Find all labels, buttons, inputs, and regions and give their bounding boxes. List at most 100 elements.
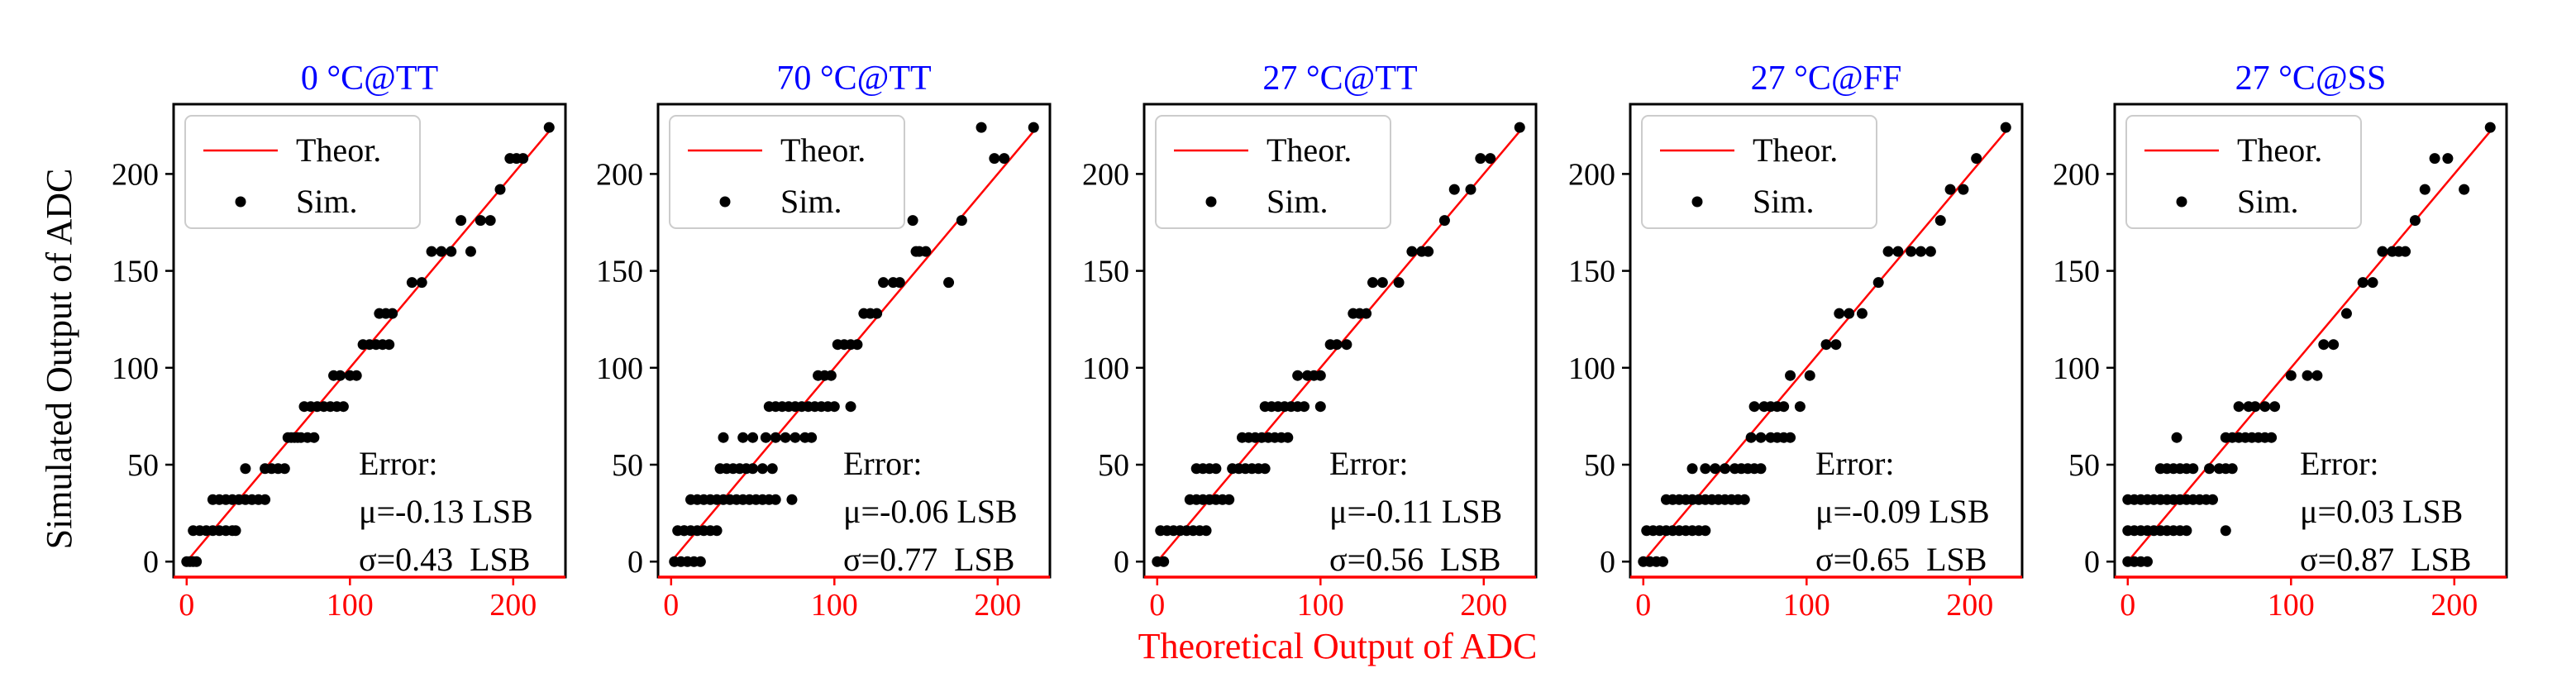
y-tick-label: 50 <box>127 448 159 483</box>
sim-points <box>669 122 1039 567</box>
x-tick-label: 0 <box>1149 588 1165 623</box>
sim-point <box>2400 246 2411 257</box>
y-tick-label: 100 <box>596 351 643 386</box>
legend: Theor. Sim. <box>1641 115 1877 229</box>
sim-point <box>2429 153 2440 165</box>
legend-label: Theor. <box>2237 131 2322 169</box>
sim-point <box>2181 525 2192 537</box>
legend-label: Sim. <box>780 183 842 220</box>
sim-point <box>416 277 427 289</box>
sim-point <box>828 401 840 413</box>
sim-point <box>1748 401 1760 413</box>
sim-point <box>1892 246 1904 257</box>
sim-point <box>387 308 398 319</box>
panel-title: 27 °C@SS <box>2235 60 2387 98</box>
panel-title: 27 °C@FF <box>1751 60 1902 98</box>
sim-point <box>789 432 801 443</box>
sim-point <box>2409 215 2421 227</box>
panel-3: 27 °C@TT 0 50 100 150 200 0 100 200 Theor. Sim. Err… <box>1082 60 1538 623</box>
panel-1: 0 °C@TT 0 50 100 150 200 0 100 200 Theor. Sim. Erro… <box>112 60 567 623</box>
x-tick-label: 100 <box>327 588 374 623</box>
sim-point <box>2357 277 2368 289</box>
sim-point <box>1844 308 1855 319</box>
legend-point-swatch <box>1691 196 1703 208</box>
sim-point <box>2302 370 2313 381</box>
error-annotation: σ=0.65 LSB <box>1815 541 1987 578</box>
sim-point <box>760 432 771 443</box>
sim-point <box>1971 153 1982 165</box>
sim-point <box>2340 308 2352 319</box>
sim-point <box>1830 339 1842 351</box>
legend-label: Theor. <box>1753 131 1838 169</box>
y-tick-label: 200 <box>2053 157 2100 192</box>
error-annotation: Error: <box>843 445 923 482</box>
sim-point <box>679 525 690 537</box>
sim-point <box>1834 308 1845 319</box>
sim-point <box>1514 122 1525 133</box>
sim-point <box>1720 463 1731 475</box>
y-tick-label: 150 <box>2053 255 2100 289</box>
y-tick-label: 200 <box>596 157 643 192</box>
sim-point <box>907 215 918 227</box>
y-tick-label: 0 <box>1600 545 1615 580</box>
panel-title: 0 °C@TT <box>301 60 438 98</box>
sim-point <box>191 556 203 567</box>
y-tick-label: 50 <box>612 448 643 483</box>
y-tick-label: 0 <box>1114 545 1129 580</box>
sim-point <box>1872 277 1884 289</box>
y-axis-label: Simulated Output of ADC <box>39 169 79 550</box>
sim-point <box>770 494 781 505</box>
y-tick-label: 150 <box>112 255 159 289</box>
sim-point <box>1361 308 1372 319</box>
sim-point <box>737 432 749 443</box>
legend: Theor. Sim. <box>1155 115 1391 229</box>
sim-point <box>337 401 349 413</box>
x-tick-label: 100 <box>2268 588 2315 623</box>
sim-point <box>351 370 362 381</box>
y-tick-label: 50 <box>1584 448 1615 483</box>
sim-point <box>845 401 856 413</box>
chart-panels: 0 °C@TT 0 50 100 150 200 0 100 200 Theor. Sim. Erro… <box>112 60 2508 623</box>
error-annotation: μ=-0.06 LSB <box>843 493 1018 530</box>
y-tick-label: 200 <box>1082 157 1129 192</box>
sim-point <box>465 246 476 257</box>
sim-point <box>711 525 723 537</box>
x-tick-label: 100 <box>1297 588 1344 623</box>
sim-point <box>1299 401 1310 413</box>
sim-point <box>240 463 251 475</box>
sim-point <box>2233 401 2244 413</box>
sim-point <box>1331 339 1343 351</box>
sim-point <box>718 432 729 443</box>
error-annotation: σ=0.87 LSB <box>2300 541 2471 578</box>
sim-point <box>2226 463 2238 475</box>
sim-point <box>446 246 457 257</box>
sim-point <box>1804 370 1815 381</box>
panel-2: 70 °C@TT 0 50 100 150 200 0 100 200 Theor. Sim. Err… <box>596 60 1052 623</box>
error-annotation: Error: <box>1815 445 1895 482</box>
x-tick-label: 0 <box>2120 588 2135 623</box>
legend-point-swatch <box>235 196 246 208</box>
sim-point <box>780 432 791 443</box>
sim-point <box>2269 401 2281 413</box>
sim-point <box>1314 401 1326 413</box>
x-tick-label: 100 <box>1783 588 1830 623</box>
sim-point <box>1259 463 1271 475</box>
sim-point <box>1944 184 1956 195</box>
y-tick-label: 150 <box>1082 255 1129 289</box>
sim-point <box>1448 184 1460 195</box>
error-annotation: μ=-0.11 LSB <box>1329 493 1502 530</box>
sim-point <box>426 246 437 257</box>
sim-point <box>2171 432 2182 443</box>
sim-point <box>1341 339 1352 351</box>
x-tick-label: 0 <box>179 588 194 623</box>
sim-point <box>1755 463 1767 475</box>
sim-point <box>2419 184 2431 195</box>
sim-points <box>1638 122 2011 567</box>
sim-point <box>756 463 768 475</box>
sim-point <box>1658 556 1668 567</box>
x-tick-label: 0 <box>663 588 679 623</box>
panel-title: 27 °C@TT <box>1262 60 1417 98</box>
sim-point <box>1882 246 1894 257</box>
sim-point <box>894 277 905 289</box>
